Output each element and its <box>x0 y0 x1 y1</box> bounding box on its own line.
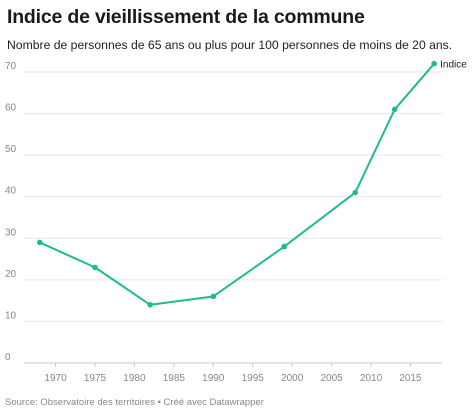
x-tick-label: 1985 <box>163 373 186 384</box>
data-point <box>391 106 398 113</box>
chart-subtitle: Nombre de personnes de 65 ans ou plus po… <box>7 38 453 52</box>
y-tick-label: 50 <box>5 144 17 155</box>
series-line <box>39 63 435 306</box>
data-point <box>352 189 359 196</box>
y-tick-label: 20 <box>5 269 17 280</box>
x-tick-label: 1990 <box>202 373 225 384</box>
x-tick-label: 2015 <box>399 373 422 384</box>
data-point <box>431 60 437 67</box>
chart-title: Indice de vieillissement de la commune <box>7 6 365 28</box>
series-label: Indice <box>440 60 467 71</box>
data-point <box>281 243 288 250</box>
x-tick-label: 1975 <box>84 373 107 384</box>
data-point <box>36 239 43 246</box>
x-tick-label: 1995 <box>242 373 265 384</box>
x-tick-label: 2005 <box>320 373 343 384</box>
source-footer: Source: Observatoire des territoires • C… <box>5 397 264 408</box>
y-tick-label: 0 <box>5 352 11 363</box>
y-tick-label: 60 <box>5 103 17 114</box>
data-point <box>92 264 98 271</box>
x-tick-label: 1970 <box>44 373 67 384</box>
y-tick-label: 40 <box>5 186 17 197</box>
data-point <box>210 293 217 300</box>
y-tick-label: 70 <box>5 61 17 72</box>
x-tick-label: 1980 <box>123 373 146 384</box>
x-tick-label: 2000 <box>281 373 304 384</box>
data-point <box>147 302 153 308</box>
y-tick-label: 10 <box>5 310 17 321</box>
x-tick-label: 2010 <box>360 373 383 384</box>
y-tick-label: 30 <box>5 227 17 238</box>
